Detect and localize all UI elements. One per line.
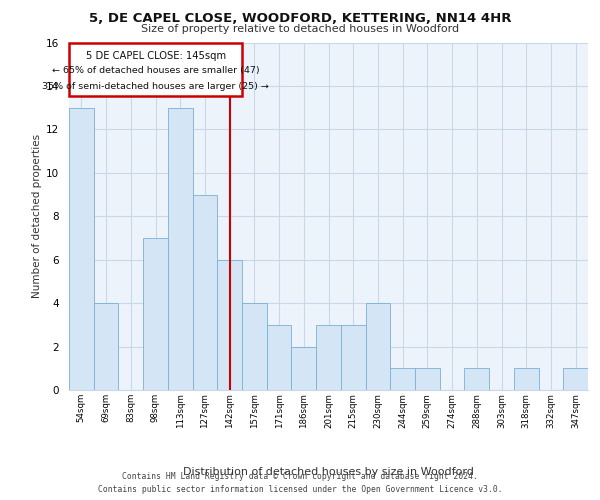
Bar [514, 368, 539, 390]
Text: 5 DE CAPEL CLOSE: 145sqm: 5 DE CAPEL CLOSE: 145sqm [86, 51, 226, 61]
Bar [193, 194, 217, 390]
Bar [390, 368, 415, 390]
Y-axis label: Number of detached properties: Number of detached properties [32, 134, 42, 298]
Bar [316, 325, 341, 390]
Bar [292, 346, 316, 390]
Bar [70, 42, 242, 96]
Bar [415, 368, 440, 390]
Text: Contains HM Land Registry data © Crown copyright and database right 2024.
Contai: Contains HM Land Registry data © Crown c… [98, 472, 502, 494]
X-axis label: Distribution of detached houses by size in Woodford: Distribution of detached houses by size … [183, 466, 474, 476]
Text: 35% of semi-detached houses are larger (25) →: 35% of semi-detached houses are larger (… [43, 82, 269, 91]
Bar [217, 260, 242, 390]
Text: Size of property relative to detached houses in Woodford: Size of property relative to detached ho… [141, 24, 459, 34]
Bar [94, 303, 118, 390]
Bar [143, 238, 168, 390]
Bar [464, 368, 489, 390]
Bar [341, 325, 365, 390]
Bar [69, 108, 94, 390]
Bar [365, 303, 390, 390]
Bar [168, 108, 193, 390]
Bar [563, 368, 588, 390]
Text: 5, DE CAPEL CLOSE, WOODFORD, KETTERING, NN14 4HR: 5, DE CAPEL CLOSE, WOODFORD, KETTERING, … [89, 12, 511, 26]
Text: ← 65% of detached houses are smaller (47): ← 65% of detached houses are smaller (47… [52, 66, 260, 76]
Bar [242, 303, 267, 390]
Bar [267, 325, 292, 390]
